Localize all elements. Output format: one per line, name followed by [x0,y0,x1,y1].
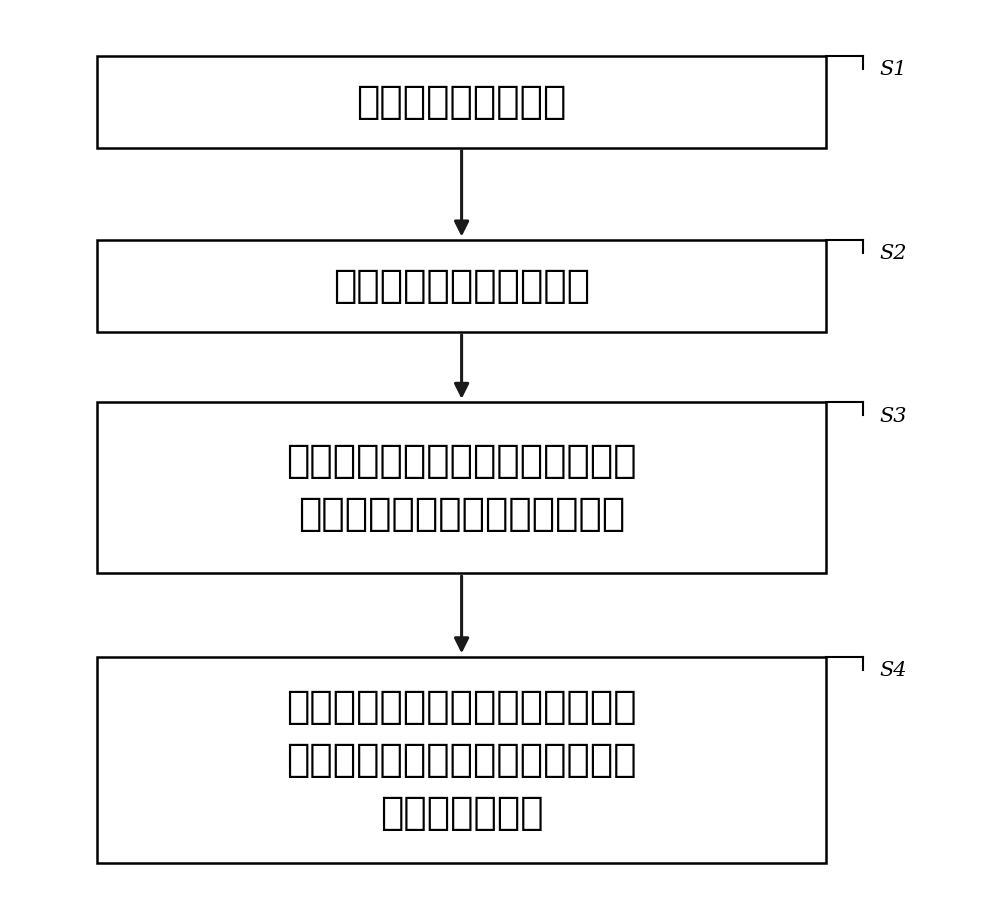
Bar [97,402,826,573]
Text: S1: S1 [880,60,907,79]
Bar [97,239,826,332]
Text: S2: S2 [880,244,907,263]
Text: S4: S4 [880,661,907,680]
Text: 基于观测数据选择参考星: 基于观测数据选择参考星 [333,267,590,305]
Bar [97,56,826,148]
Text: 获取卫星的观测数据: 获取卫星的观测数据 [356,82,567,121]
Text: 基于观测值及所选择的参考星进行
差分处理，获得差分后的观测值: 基于观测值及所选择的参考星进行 差分处理，获得差分后的观测值 [286,442,637,533]
Text: 将差分后的观测值通过定位卡尔曼
滤波器更新状态向量，获得平滑后
的伪距定位结果: 将差分后的观测值通过定位卡尔曼 滤波器更新状态向量，获得平滑后 的伪距定位结果 [286,687,637,832]
Text: S3: S3 [880,407,907,426]
Bar [97,656,826,863]
